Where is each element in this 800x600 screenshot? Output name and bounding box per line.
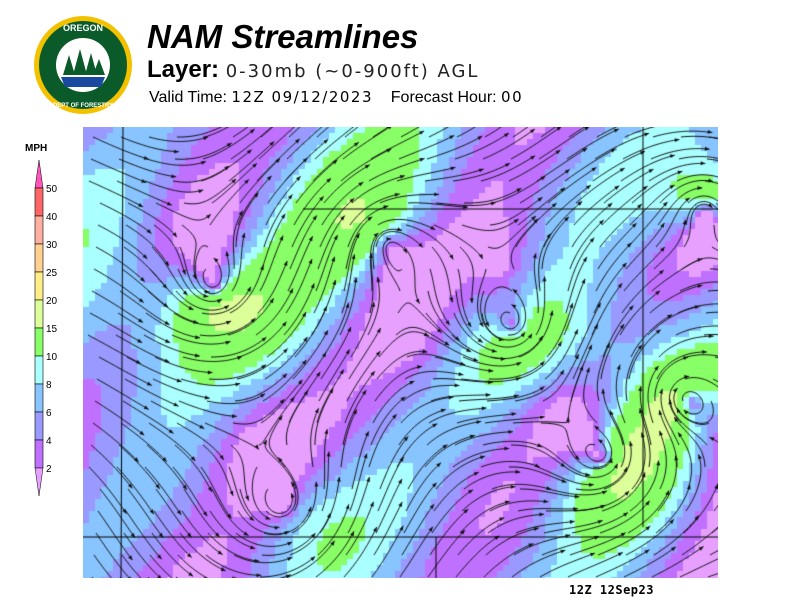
legend-tick-label: 6 [46, 408, 52, 419]
model-run-stamp: 12Z 12Sep23 [569, 583, 654, 597]
legend-tick-label: 8 [46, 380, 52, 391]
valid-time-info: Valid Time: 12Z 09/12/2023 Forecast Hour… [149, 88, 523, 107]
layer-label: Layer: [147, 56, 220, 83]
legend-arrow-bottom [34, 467, 44, 497]
legend-swatch [34, 411, 44, 441]
legend-swatch [34, 243, 44, 273]
legend-arrow-top [34, 159, 44, 189]
forecast-hour-value: 00 [501, 88, 524, 106]
legend-tick-label: 30 [46, 240, 58, 251]
legend-tick-label: 50 [46, 184, 58, 195]
legend-swatch [34, 439, 44, 469]
legend-units: MPH [25, 143, 48, 154]
legend-swatch [34, 327, 44, 357]
color-legend: MPH 50 40 30 25 20 15 10 8 6 4 2 [20, 143, 80, 503]
legend-swatch [34, 271, 44, 301]
legend-swatch [34, 355, 44, 385]
streamline-map [83, 127, 718, 578]
legend-tick-label: 2 [46, 464, 52, 475]
page-title: NAM Streamlines [147, 18, 419, 55]
forecast-hour-label: Forecast Hour: [390, 89, 497, 106]
layer-info: Layer: 0-30mb (~0-900ft) AGL [147, 56, 479, 84]
legend-tick-label: 20 [46, 296, 58, 307]
svg-text:DEPT OF FORESTRY: DEPT OF FORESTRY [53, 103, 113, 109]
legend-tick-label: 4 [46, 436, 52, 447]
legend-swatch [34, 215, 44, 245]
legend-tick-label: 40 [46, 212, 58, 223]
oregon-department-of-forestry-logo: OREGON DEPT OF FORESTRY [34, 16, 132, 114]
valid-time-value: 12Z 09/12/2023 [231, 88, 373, 106]
legend-swatch [34, 299, 44, 329]
valid-time-label: Valid Time: [149, 89, 227, 106]
layer-value: 0-30mb (~0-900ft) AGL [225, 61, 480, 82]
legend-swatch [34, 187, 44, 217]
legend-tick-label: 15 [46, 324, 58, 335]
legend-tick-label: 25 [46, 268, 58, 279]
legend-swatch [34, 383, 44, 413]
legend-colorbar: 50 40 30 25 20 15 10 8 6 4 2 [34, 159, 58, 497]
svg-text:OREGON: OREGON [63, 23, 103, 33]
legend-tick-label: 10 [46, 352, 58, 363]
